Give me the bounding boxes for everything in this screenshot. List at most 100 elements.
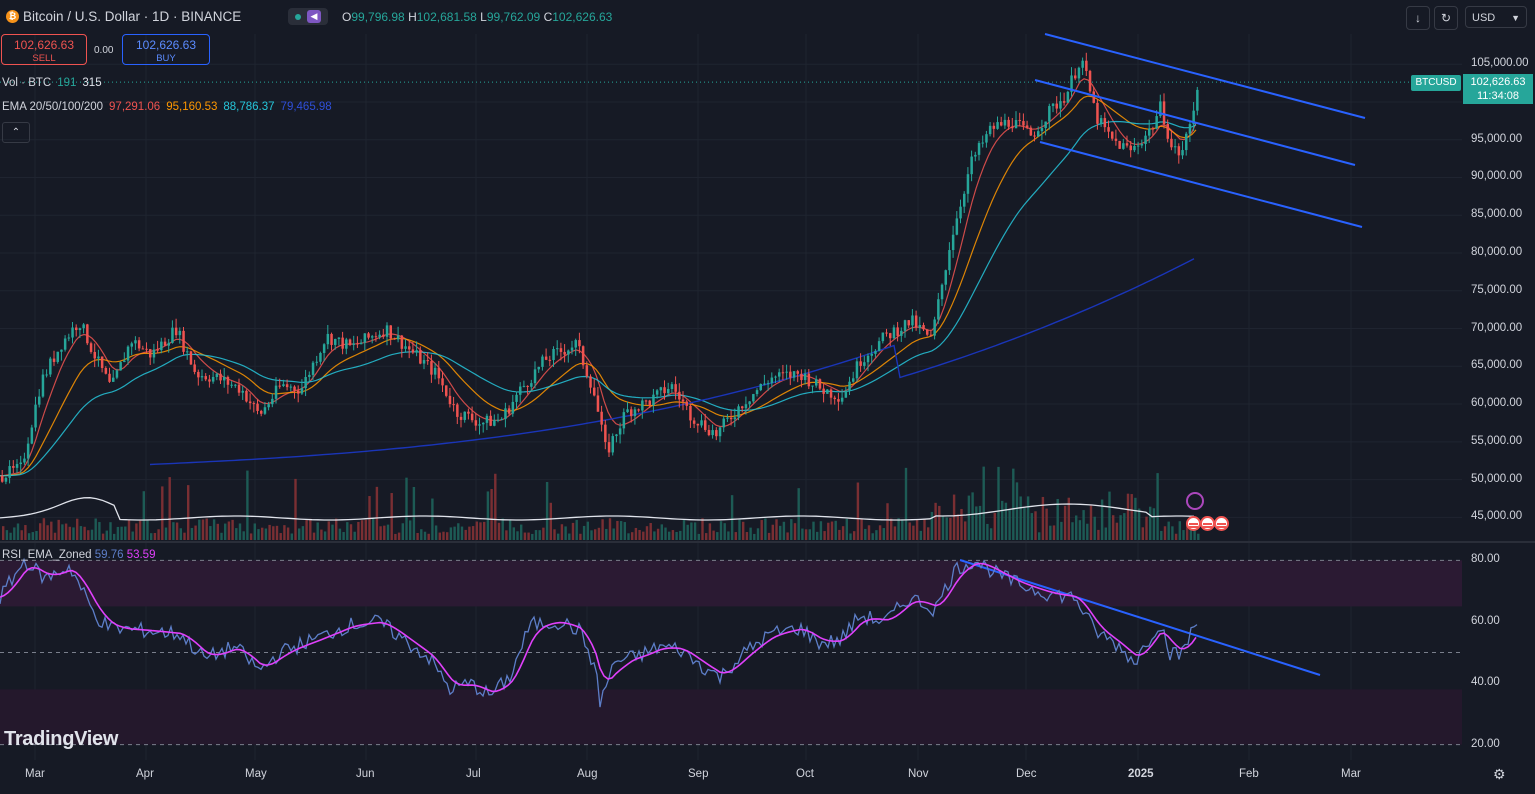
price-tick-label: 45,000.00 <box>1471 510 1523 523</box>
candle-body <box>840 397 844 402</box>
candle-body <box>23 458 26 463</box>
ema50-value: 95,160.53 <box>166 101 218 113</box>
volume-bar <box>930 511 934 540</box>
candle-body <box>26 443 30 459</box>
candle-body <box>49 358 52 375</box>
volume-bar <box>1060 521 1063 540</box>
us-flag-icon[interactable] <box>1214 516 1229 531</box>
volume-bar <box>323 531 327 540</box>
us-flag-icon[interactable] <box>1186 516 1201 531</box>
candle-body <box>271 398 274 405</box>
volume-bar <box>16 523 20 540</box>
candle-body <box>134 340 137 344</box>
us-flag-icon[interactable] <box>1200 516 1215 531</box>
event-marker-icon[interactable] <box>1186 492 1204 510</box>
candle-body <box>97 356 100 359</box>
volume-bar <box>1063 505 1067 540</box>
candle-body <box>659 387 663 391</box>
volume-bar <box>656 528 660 540</box>
volume-bar <box>416 532 419 540</box>
market-status[interactable]: ◀ <box>288 8 328 25</box>
candle-body <box>311 362 315 375</box>
volume-bar <box>423 531 427 540</box>
candle-body <box>1140 143 1144 146</box>
volume-bar <box>131 531 134 540</box>
volume-bar <box>553 529 556 540</box>
candle-body <box>1003 119 1007 126</box>
volume-bar <box>161 486 164 540</box>
candle-body <box>741 406 744 409</box>
candle-body <box>204 376 207 380</box>
candle-body <box>1051 103 1055 107</box>
volume-bar <box>353 531 356 540</box>
volume-bar <box>164 527 168 540</box>
volume-bar <box>157 529 160 540</box>
candle-body <box>648 400 651 406</box>
candle-body <box>663 387 666 394</box>
candle-body <box>485 415 489 423</box>
symbol-title[interactable]: Bitcoin / U.S. Dollar · 1D · BINANCE <box>23 9 242 24</box>
collapse-legend-button[interactable]: ⌃ <box>2 122 30 143</box>
volume-bar <box>201 519 205 540</box>
candle-body <box>596 395 600 412</box>
volume-bar <box>490 489 493 540</box>
volume-bar <box>682 520 686 540</box>
candle-body <box>163 341 167 346</box>
sell-price: 102,626.63 <box>13 38 75 52</box>
candle-body <box>215 373 219 377</box>
candle-body <box>63 338 67 350</box>
sell-button[interactable]: 102,626.63 SELL <box>1 34 87 65</box>
currency-select[interactable]: USD ▼ <box>1465 6 1527 28</box>
candle-body <box>385 325 389 337</box>
volume-bar <box>886 503 889 540</box>
candle-body <box>337 337 341 339</box>
candle-body <box>223 376 226 381</box>
volume-bar <box>460 526 464 540</box>
candle-body <box>267 404 270 408</box>
volume-bar <box>779 525 782 540</box>
candle-body <box>785 371 788 373</box>
volume-bar <box>127 519 131 540</box>
download-icon[interactable]: ↓ <box>1406 6 1430 30</box>
volume-bar <box>9 532 12 540</box>
candle-body <box>796 371 799 374</box>
candle-body <box>256 403 259 411</box>
candle-body <box>674 384 677 392</box>
volume-bar <box>701 518 704 540</box>
gear-icon[interactable]: ⚙ <box>1493 766 1506 782</box>
candle-body <box>1144 135 1147 144</box>
candle-body <box>41 374 45 397</box>
volume-bar <box>856 482 860 540</box>
volume-bar <box>590 530 593 540</box>
volume-value-1: 191 <box>57 77 77 89</box>
ema-legend[interactable]: EMA 20/50/100/200 97,291.06 95,160.53 88,78… <box>2 101 338 113</box>
buy-button[interactable]: 102,626.63 BUY <box>122 34 210 65</box>
candle-body <box>1085 60 1088 71</box>
ema20-line <box>0 78 1197 477</box>
time-tick-label: Mar <box>25 768 45 780</box>
volume-bar <box>742 521 745 540</box>
volume-bar <box>346 522 349 540</box>
candle-body <box>1029 127 1033 136</box>
volume-legend[interactable]: Vol · BTC 191 315 <box>2 77 108 89</box>
candle-body <box>274 385 278 399</box>
candle-body <box>415 350 418 353</box>
candle-body <box>1092 91 1095 103</box>
volume-bar <box>401 523 404 540</box>
candle-body <box>108 373 111 382</box>
rsi-tick-label: 20.00 <box>1471 737 1500 750</box>
volume-bar <box>1038 532 1041 540</box>
volume-bar <box>1067 497 1070 540</box>
candle-body <box>130 343 133 347</box>
volume-bar <box>72 527 75 540</box>
refresh-icon[interactable]: ↻ <box>1434 6 1458 30</box>
candle-body <box>197 371 200 378</box>
rsi-legend[interactable]: RSI_EMA_Zoned 59.76 53.59 <box>2 549 155 561</box>
volume-bar <box>845 518 848 540</box>
candle-body <box>696 423 700 426</box>
volume-bar <box>486 491 490 540</box>
candle-body <box>792 371 796 378</box>
volume-label: Vol · BTC <box>2 77 52 89</box>
candle-body <box>34 404 37 428</box>
